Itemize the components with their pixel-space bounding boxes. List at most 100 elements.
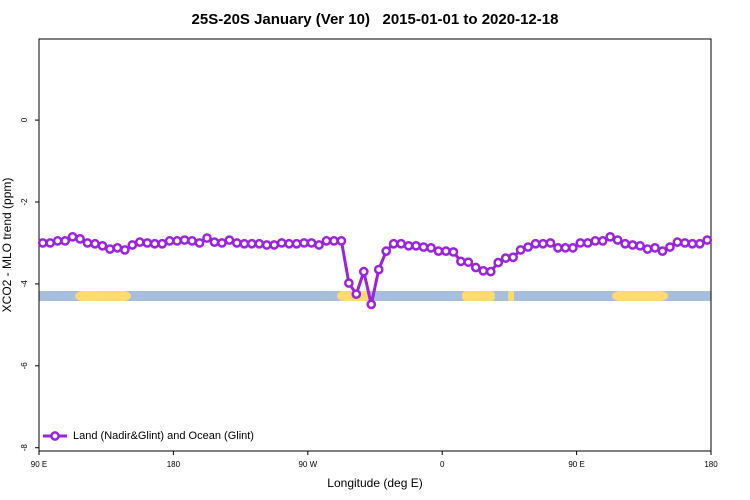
data-point (45, 238, 56, 248)
data-point (560, 243, 571, 253)
data-point (224, 235, 235, 245)
data-point (366, 299, 377, 310)
y-tick-label: -8 (20, 444, 29, 452)
data-point (493, 257, 504, 268)
data-point (112, 243, 123, 253)
data-point (441, 246, 451, 256)
data-point (284, 238, 294, 249)
y-tick-label: -4 (20, 280, 29, 288)
data-point (120, 245, 130, 255)
data-point (52, 236, 63, 246)
data-point (75, 234, 85, 244)
data-point (694, 238, 705, 249)
data-point (90, 238, 100, 249)
x-tick-label: 90 E (31, 460, 47, 469)
data-point (254, 238, 265, 249)
data-point (605, 231, 616, 242)
data-point (680, 238, 690, 248)
data-point (508, 252, 518, 263)
data-point (239, 238, 250, 249)
legend-label: Land (Nadir&Glint) and Ocean (Glint) (73, 430, 254, 442)
data-point (635, 240, 645, 251)
data-point (478, 265, 489, 276)
data-point (358, 266, 369, 277)
x-tick-label: 0 (440, 460, 445, 469)
ocean-band (39, 291, 711, 301)
data-point (142, 238, 153, 248)
data-point (344, 278, 354, 288)
data-point (642, 244, 653, 254)
data-point (209, 237, 220, 247)
data-point (433, 246, 444, 256)
data-point (194, 238, 205, 248)
land-band (462, 291, 495, 301)
data-point (164, 236, 175, 246)
data-point (60, 236, 70, 246)
data-point (702, 235, 713, 245)
data-point (127, 240, 138, 250)
data-point (620, 238, 630, 249)
data-point (105, 244, 115, 254)
data-point (403, 240, 414, 251)
data-point (597, 236, 608, 246)
data-point (232, 238, 242, 248)
data-point (261, 240, 272, 250)
x-tick-label: 180 (167, 460, 181, 469)
data-point (187, 236, 197, 246)
y-tick-label: -2 (20, 198, 29, 206)
data-point (269, 240, 280, 250)
data-point (351, 289, 362, 299)
data-point (149, 238, 160, 249)
data-point (396, 238, 406, 249)
data-point (456, 256, 466, 267)
data-point (426, 243, 436, 253)
y-tick-label: -6 (20, 362, 29, 370)
land-band (612, 291, 668, 301)
land-band (508, 291, 514, 301)
data-point (172, 236, 182, 246)
y-axis-label: XCO2 - MLO trend (ppm) (0, 178, 14, 313)
data-point (463, 257, 474, 268)
data-point (582, 238, 593, 248)
data-point (202, 233, 212, 243)
data-point (515, 245, 526, 255)
data-point (97, 240, 108, 251)
data-point (291, 238, 302, 249)
data-point (538, 238, 548, 249)
data-point (590, 236, 601, 246)
data-point (657, 246, 668, 256)
data-point (388, 238, 399, 249)
data-point (575, 238, 586, 248)
data-point (568, 243, 578, 253)
data-point (612, 235, 623, 245)
land-band (75, 291, 131, 301)
data-point (157, 238, 168, 249)
data-point (314, 240, 324, 250)
data-point (373, 264, 384, 275)
data-point (217, 238, 227, 248)
data-point (82, 238, 93, 248)
data-point (650, 243, 660, 253)
x-axis-label: Longitude (deg E) (327, 476, 422, 490)
data-point (306, 238, 317, 248)
data-point (276, 238, 287, 248)
data-point (329, 236, 339, 246)
data-point (134, 237, 145, 247)
data-point (687, 238, 698, 249)
data-point (448, 247, 459, 257)
data-point (530, 238, 541, 249)
data-point (179, 235, 190, 245)
data-point (321, 236, 332, 246)
data-point (381, 246, 392, 256)
data-point (470, 262, 481, 273)
data-point (37, 238, 48, 248)
data-point (67, 231, 78, 242)
x-tick-label: 90 W (298, 460, 317, 469)
x-tick-label: 180 (704, 460, 718, 469)
data-point (500, 253, 511, 263)
data-point (627, 240, 638, 250)
data-point (553, 243, 563, 253)
chart-title: 25S-20S January (Ver 10) 2015-01-01 to 2… (192, 11, 559, 28)
